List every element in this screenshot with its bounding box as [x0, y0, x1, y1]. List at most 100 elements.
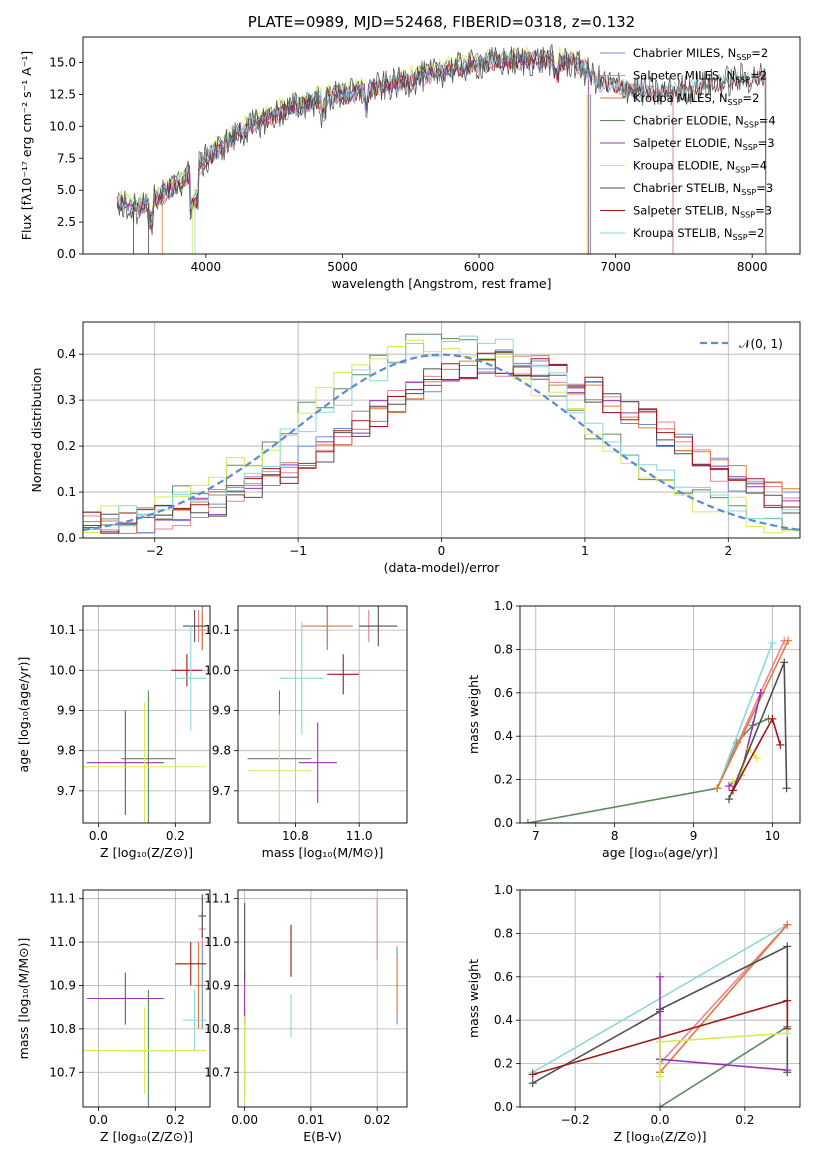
y-tick-label: 10.9 — [204, 978, 231, 992]
y-tick-label: 0.0 — [57, 247, 76, 261]
legend-count: =2 — [750, 69, 767, 83]
y-tick-label: 0.6 — [494, 970, 513, 984]
legend-count: =3 — [758, 136, 775, 150]
legend-sub: SSP — [744, 121, 759, 130]
series-line — [527, 718, 769, 823]
x-tick-label: 5000 — [327, 260, 358, 274]
legend-count: =2 — [748, 226, 765, 240]
y-tick-label: 10.8 — [204, 1022, 231, 1036]
x-axis-label: Z [log₁₀(Z/Z⊙)] — [100, 1129, 193, 1144]
y-tick-label: 10.0 — [49, 119, 76, 133]
panel-age-vs-mass: 10.8 11.0 9.7 9.8 9.9 10.0 10.1 mass [log₁₀(M/M… — [204, 605, 408, 860]
legend-label: Chabrier MILES, NSSP=2 — [633, 46, 768, 62]
axes-frame — [82, 605, 211, 824]
y-tick-label: 10.0 — [204, 663, 231, 677]
y-tick-label: 11.1 — [49, 892, 76, 906]
panel-spectrum: 4000 5000 6000 7000 8000 0.0 2.5 5.0 7.5 10.0 12.5… — [19, 36, 801, 291]
legend-sub: SSP — [741, 188, 756, 197]
y-tick-label: 11.1 — [204, 892, 231, 906]
y-tick-label: 9.7 — [57, 784, 76, 798]
x-tick-label: 10.8 — [282, 829, 309, 843]
series-line — [716, 642, 774, 789]
plot-area — [520, 890, 800, 1107]
panel-age-vs-Z: 0.0 0.2 9.7 9.8 9.9 10.0 10.1 Z [log₁₀(Z/Z⊙)] ag… — [16, 605, 211, 860]
y-tick-label: 11.0 — [204, 935, 231, 949]
legend-count: =4 — [750, 159, 767, 173]
x-tick-label: 1 — [581, 544, 589, 558]
y-tick-label: 0.0 — [494, 1100, 513, 1114]
legend-count: =4 — [759, 114, 776, 128]
plot-area — [520, 606, 800, 823]
y-tick-label: 9.8 — [212, 744, 231, 758]
axes-frame — [82, 321, 801, 539]
y-tick-label: 0.2 — [494, 1057, 513, 1071]
y-tick-label: 15.0 — [49, 56, 76, 70]
spectrum-line — [116, 44, 767, 254]
y-tick-label: 0.0 — [57, 531, 76, 545]
panel-residuals: −2 −1 0 1 2 0.0 0.1 0.2 0.3 0.4 (data-model)/error… — [29, 321, 801, 575]
histogram-step — [83, 351, 800, 534]
legend-label: Kroupa ELODIE, NSSP=4 — [633, 159, 767, 175]
y-axis-label: mass weight — [466, 959, 481, 1038]
y-tick-label: 0.8 — [494, 642, 513, 656]
x-tick-label: 6000 — [464, 260, 495, 274]
series-line — [659, 924, 788, 1073]
series-line — [659, 1026, 788, 1107]
histogram-step — [83, 335, 800, 530]
x-axis-label: Z [log₁₀(Z/Z⊙)] — [100, 845, 193, 860]
y-tick-label: 11.0 — [49, 935, 76, 949]
y-tick-label: 9.7 — [212, 784, 231, 798]
y-tick-label: 10.1 — [49, 623, 76, 637]
y-tick-label: 10.1 — [204, 623, 231, 637]
x-tick-label: 7000 — [600, 260, 631, 274]
legend-name: Kroupa MILES, N — [633, 91, 728, 105]
legend-label: Kroupa STELIB, NSSP=2 — [633, 226, 764, 242]
y-tick-label: 12.5 — [49, 87, 76, 101]
legend-label: Chabrier ELODIE, NSSP=4 — [633, 114, 776, 130]
legend-name: Chabrier STELIB, N — [633, 181, 741, 195]
legend-count: =2 — [743, 91, 760, 105]
plot-area — [83, 606, 210, 823]
y-tick-label: 0.6 — [494, 686, 513, 700]
y-tick-label: 2.5 — [57, 215, 76, 229]
spectrum-line — [116, 51, 767, 254]
legend-name: Kroupa ELODIE, N — [633, 159, 735, 173]
x-tick-label: 0 — [438, 544, 446, 558]
x-axis-label: age [log₁₀(age/yr)] — [602, 845, 718, 860]
legend-sub: SSP — [743, 143, 758, 152]
x-axis-label: wavelength [Angstrom, rest frame] — [331, 276, 551, 291]
y-tick-label: 0.2 — [494, 773, 513, 787]
x-tick-label: 0.02 — [364, 1113, 391, 1127]
x-tick-label: 0.01 — [298, 1113, 325, 1127]
y-tick-label: 0.4 — [57, 347, 76, 361]
panel-mass-weight-vs-Z: −0.2 0.0 0.2 0.0 0.2 0.4 0.6 0.8 1.0 Z [log₁₀(Z/Z… — [466, 883, 801, 1144]
legend-name: Chabrier MILES, N — [633, 46, 736, 60]
legend-name: Salpeter ELODIE, N — [633, 136, 743, 150]
x-tick-label: 0.2 — [166, 1113, 185, 1127]
legend-label: Chabrier STELIB, NSSP=3 — [633, 181, 773, 197]
x-tick-label: 11.0 — [346, 829, 373, 843]
x-axis-label: Z [log₁₀(Z/Z⊙)] — [614, 1129, 707, 1144]
plot-area — [116, 44, 767, 254]
x-tick-label: 0.0 — [89, 1113, 108, 1127]
y-tick-label: 9.9 — [212, 703, 231, 717]
legend-sub: SSP — [735, 76, 750, 85]
y-tick-label: 10.7 — [204, 1065, 231, 1079]
normal-curve — [83, 353, 800, 531]
x-tick-label: 0.0 — [89, 829, 108, 843]
y-tick-label: 0.8 — [494, 926, 513, 940]
y-tick-label: 0.0 — [494, 816, 513, 830]
x-tick-label: 9 — [690, 829, 698, 843]
legend-count: =3 — [756, 181, 773, 195]
legend-count: =3 — [755, 204, 772, 218]
y-axis-label: Normed distribution — [29, 368, 44, 493]
legend-count: =2 — [751, 46, 768, 60]
x-tick-label: −1 — [289, 544, 307, 558]
y-tick-label: 5.0 — [57, 183, 76, 197]
legend-label: 𝒩(0, 1) — [739, 337, 783, 351]
y-axis-label: Flux [fλ10⁻¹⁷ erg cm⁻² s⁻¹ A⁻¹] — [19, 51, 34, 240]
axes-frame — [237, 889, 408, 1108]
y-axis-label: mass weight — [466, 675, 481, 754]
legend-name: Kroupa STELIB, N — [633, 226, 733, 240]
